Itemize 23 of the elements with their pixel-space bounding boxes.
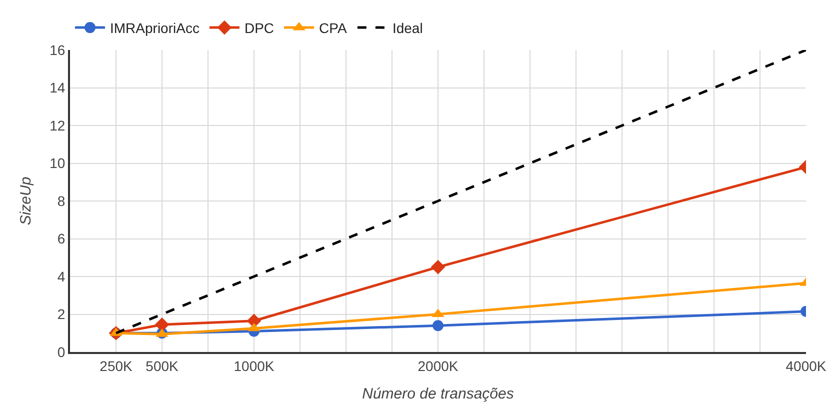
point (430, 260, 446, 274)
x-axis-title: Número de transações (362, 385, 514, 402)
x-tick-label: 250K (100, 358, 134, 374)
legend-label: Ideal (392, 20, 423, 36)
y-tick-label: 16 (50, 42, 66, 58)
y-tick-label: 6 (57, 230, 66, 247)
point (154, 317, 170, 332)
legend-label: DPC (244, 20, 274, 36)
y-tick-label: 0 (57, 344, 66, 360)
y-tick-label: 4 (57, 268, 66, 284)
x-tick-label: 1000K (234, 358, 275, 374)
y-tick-label: 14 (50, 80, 66, 96)
y-tick-label: 8 (57, 192, 66, 209)
y-axis-title: SizeUp (17, 176, 34, 226)
legend-label: IMRAprioriAcc (110, 20, 200, 36)
x-tick-label: 500K (146, 358, 180, 374)
x-tick-label: 4000K (786, 358, 827, 374)
point (432, 320, 444, 332)
legend-label: CPA (319, 20, 348, 36)
y-tick-label: 2 (57, 306, 66, 322)
y-tick-label: 10 (50, 155, 66, 172)
y-tick-label: 12 (50, 117, 66, 134)
x-tick-label: 2000K (418, 358, 459, 374)
